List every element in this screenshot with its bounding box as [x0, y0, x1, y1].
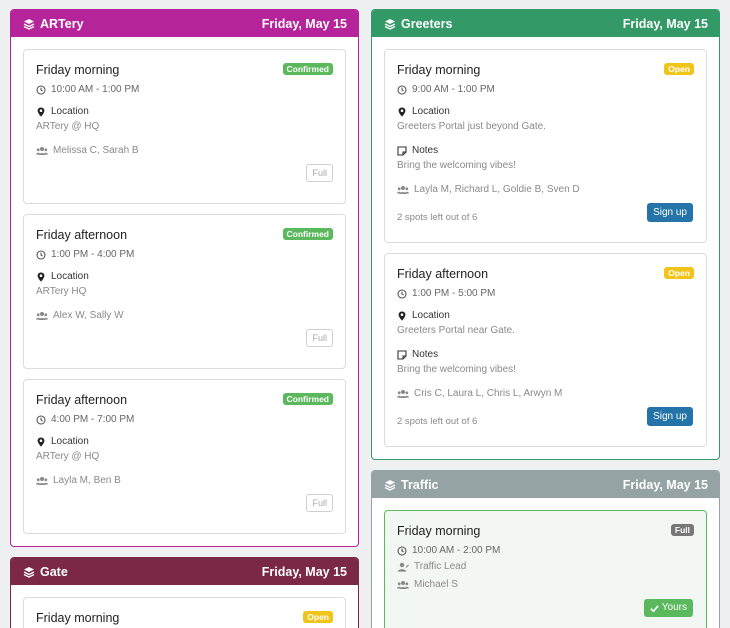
assigned-people: Melissa C, Sarah B [36, 145, 333, 157]
greeters-panel: Greeters Friday, May 15 Friday morning O… [371, 9, 720, 460]
shift-time: 9:00 AM - 1:00 PM [397, 84, 694, 96]
clock-icon [36, 85, 46, 95]
assigned-people: Layla M, Richard L, Goldie B, Sven D [397, 184, 694, 196]
status-badge: Confirmed [282, 393, 333, 405]
assigned-people: Alex W, Sally W [36, 310, 333, 322]
layers-icon [23, 566, 35, 578]
sticky-note-icon [397, 146, 407, 156]
traffic-panel: Traffic Friday, May 15 Friday morning Fu… [371, 470, 720, 628]
shift-card: Friday morning Confirmed 10:00 AM - 1:00… [23, 49, 346, 204]
panel-title: ARTery [40, 16, 84, 31]
panel-date: Friday, May 15 [622, 16, 708, 31]
status-badge: Open [664, 63, 694, 75]
location-label: Location [36, 271, 333, 283]
panel-date: Friday, May 15 [261, 564, 347, 579]
shift-time: 1:00 PM - 5:00 PM [397, 288, 694, 300]
shift-title: Friday afternoon [397, 267, 489, 281]
full-button[interactable]: Full [306, 164, 333, 182]
shift-time: 10:00 AM - 1:00 PM [36, 84, 333, 96]
greeters-panel-header: Greeters Friday, May 15 [372, 10, 719, 37]
status-badge: Confirmed [282, 63, 333, 75]
location-text: Greeters Portal just beyond Gate. [397, 121, 546, 132]
clock-icon [397, 289, 407, 299]
spots-left: 2 spots left out of 6 [397, 416, 478, 427]
map-marker-icon [398, 107, 406, 117]
location-text: ARTery @ HQ [36, 451, 100, 462]
shift-card: Friday afternoon Confirmed 4:00 PM - 7:0… [23, 379, 346, 534]
artery-panel-header: ARTery Friday, May 15 [11, 10, 358, 37]
clock-icon [397, 546, 407, 556]
sign-up-button[interactable]: Sign up [647, 203, 693, 222]
shift-card: Friday afternoon Open 1:00 PM - 5:00 PM … [384, 253, 707, 447]
full-button[interactable]: Full [306, 494, 333, 512]
layers-icon [384, 18, 396, 30]
map-marker-icon [37, 437, 45, 447]
map-marker-icon [398, 311, 406, 321]
role-row: Traffic Lead [397, 561, 694, 573]
shift-card: Friday morning Full 10:00 AM - 2:00 PM T… [384, 510, 707, 628]
notes-label: Notes [397, 145, 694, 157]
panel-title: Gate [40, 564, 68, 579]
map-marker-icon [37, 272, 45, 282]
map-marker-icon [37, 107, 45, 117]
location-text: Greeters Portal near Gate. [397, 325, 515, 336]
panel-date: Friday, May 15 [622, 477, 708, 492]
users-icon [36, 147, 48, 155]
gate-panel: Gate Friday, May 15 Friday morning Open [10, 557, 359, 628]
shift-card: Friday afternoon Confirmed 1:00 PM - 4:0… [23, 214, 346, 369]
layers-icon [23, 18, 35, 30]
spots-left: 2 spots left out of 6 [397, 212, 478, 223]
status-badge: Confirmed [282, 228, 333, 240]
notes-label: Notes [397, 349, 694, 361]
shift-card: Friday morning Open [23, 597, 346, 628]
status-badge: Open [664, 267, 694, 279]
yours-button[interactable]: Yours [643, 599, 693, 617]
assigned-people: Michael S [397, 579, 694, 591]
shift-title: Friday afternoon [36, 228, 128, 242]
clock-icon [36, 415, 46, 425]
shift-title: Friday morning [36, 63, 120, 77]
notes-text: Bring the welcoming vibes! [397, 160, 516, 171]
location-label: Location [397, 106, 694, 118]
status-badge: Open [303, 611, 333, 623]
location-text: ARTery @ HQ [36, 121, 100, 132]
sticky-note-icon [397, 350, 407, 360]
users-icon [397, 390, 409, 398]
shift-title: Friday afternoon [36, 393, 128, 407]
full-button[interactable]: Full [306, 329, 333, 347]
shift-card: Friday morning Open 9:00 AM - 1:00 PM Lo… [384, 49, 707, 243]
gate-panel-header: Gate Friday, May 15 [11, 558, 358, 585]
clock-icon [397, 85, 407, 95]
location-label: Location [36, 106, 333, 118]
traffic-panel-header: Traffic Friday, May 15 [372, 471, 719, 498]
shift-title: Friday morning [397, 524, 481, 538]
panel-title: Traffic [401, 477, 439, 492]
check-icon [650, 604, 659, 612]
shift-title: Friday morning [397, 63, 481, 77]
assigned-people: Layla M, Ben B [36, 475, 333, 487]
notes-text: Bring the welcoming vibes! [397, 364, 516, 375]
users-icon [397, 581, 409, 589]
artery-panel: ARTery Friday, May 15 Friday morning Con… [10, 9, 359, 547]
users-icon [397, 186, 409, 194]
location-text: ARTery HQ [36, 286, 87, 297]
users-icon [36, 312, 48, 320]
user-tie-icon [397, 562, 409, 572]
users-icon [36, 477, 48, 485]
status-badge: Full [670, 524, 694, 536]
panel-title: Greeters [401, 16, 453, 31]
location-label: Location [397, 310, 694, 322]
shift-title: Friday morning [36, 611, 120, 625]
shift-time: 4:00 PM - 7:00 PM [36, 414, 333, 426]
assigned-people: Cris C, Laura L, Chris L, Arwyn M [397, 388, 694, 400]
clock-icon [36, 250, 46, 260]
layers-icon [384, 479, 396, 491]
panel-date: Friday, May 15 [261, 16, 347, 31]
shift-time: 1:00 PM - 4:00 PM [36, 249, 333, 261]
shift-time: 10:00 AM - 2:00 PM [397, 545, 694, 557]
location-label: Location [36, 436, 333, 448]
sign-up-button[interactable]: Sign up [647, 407, 693, 426]
